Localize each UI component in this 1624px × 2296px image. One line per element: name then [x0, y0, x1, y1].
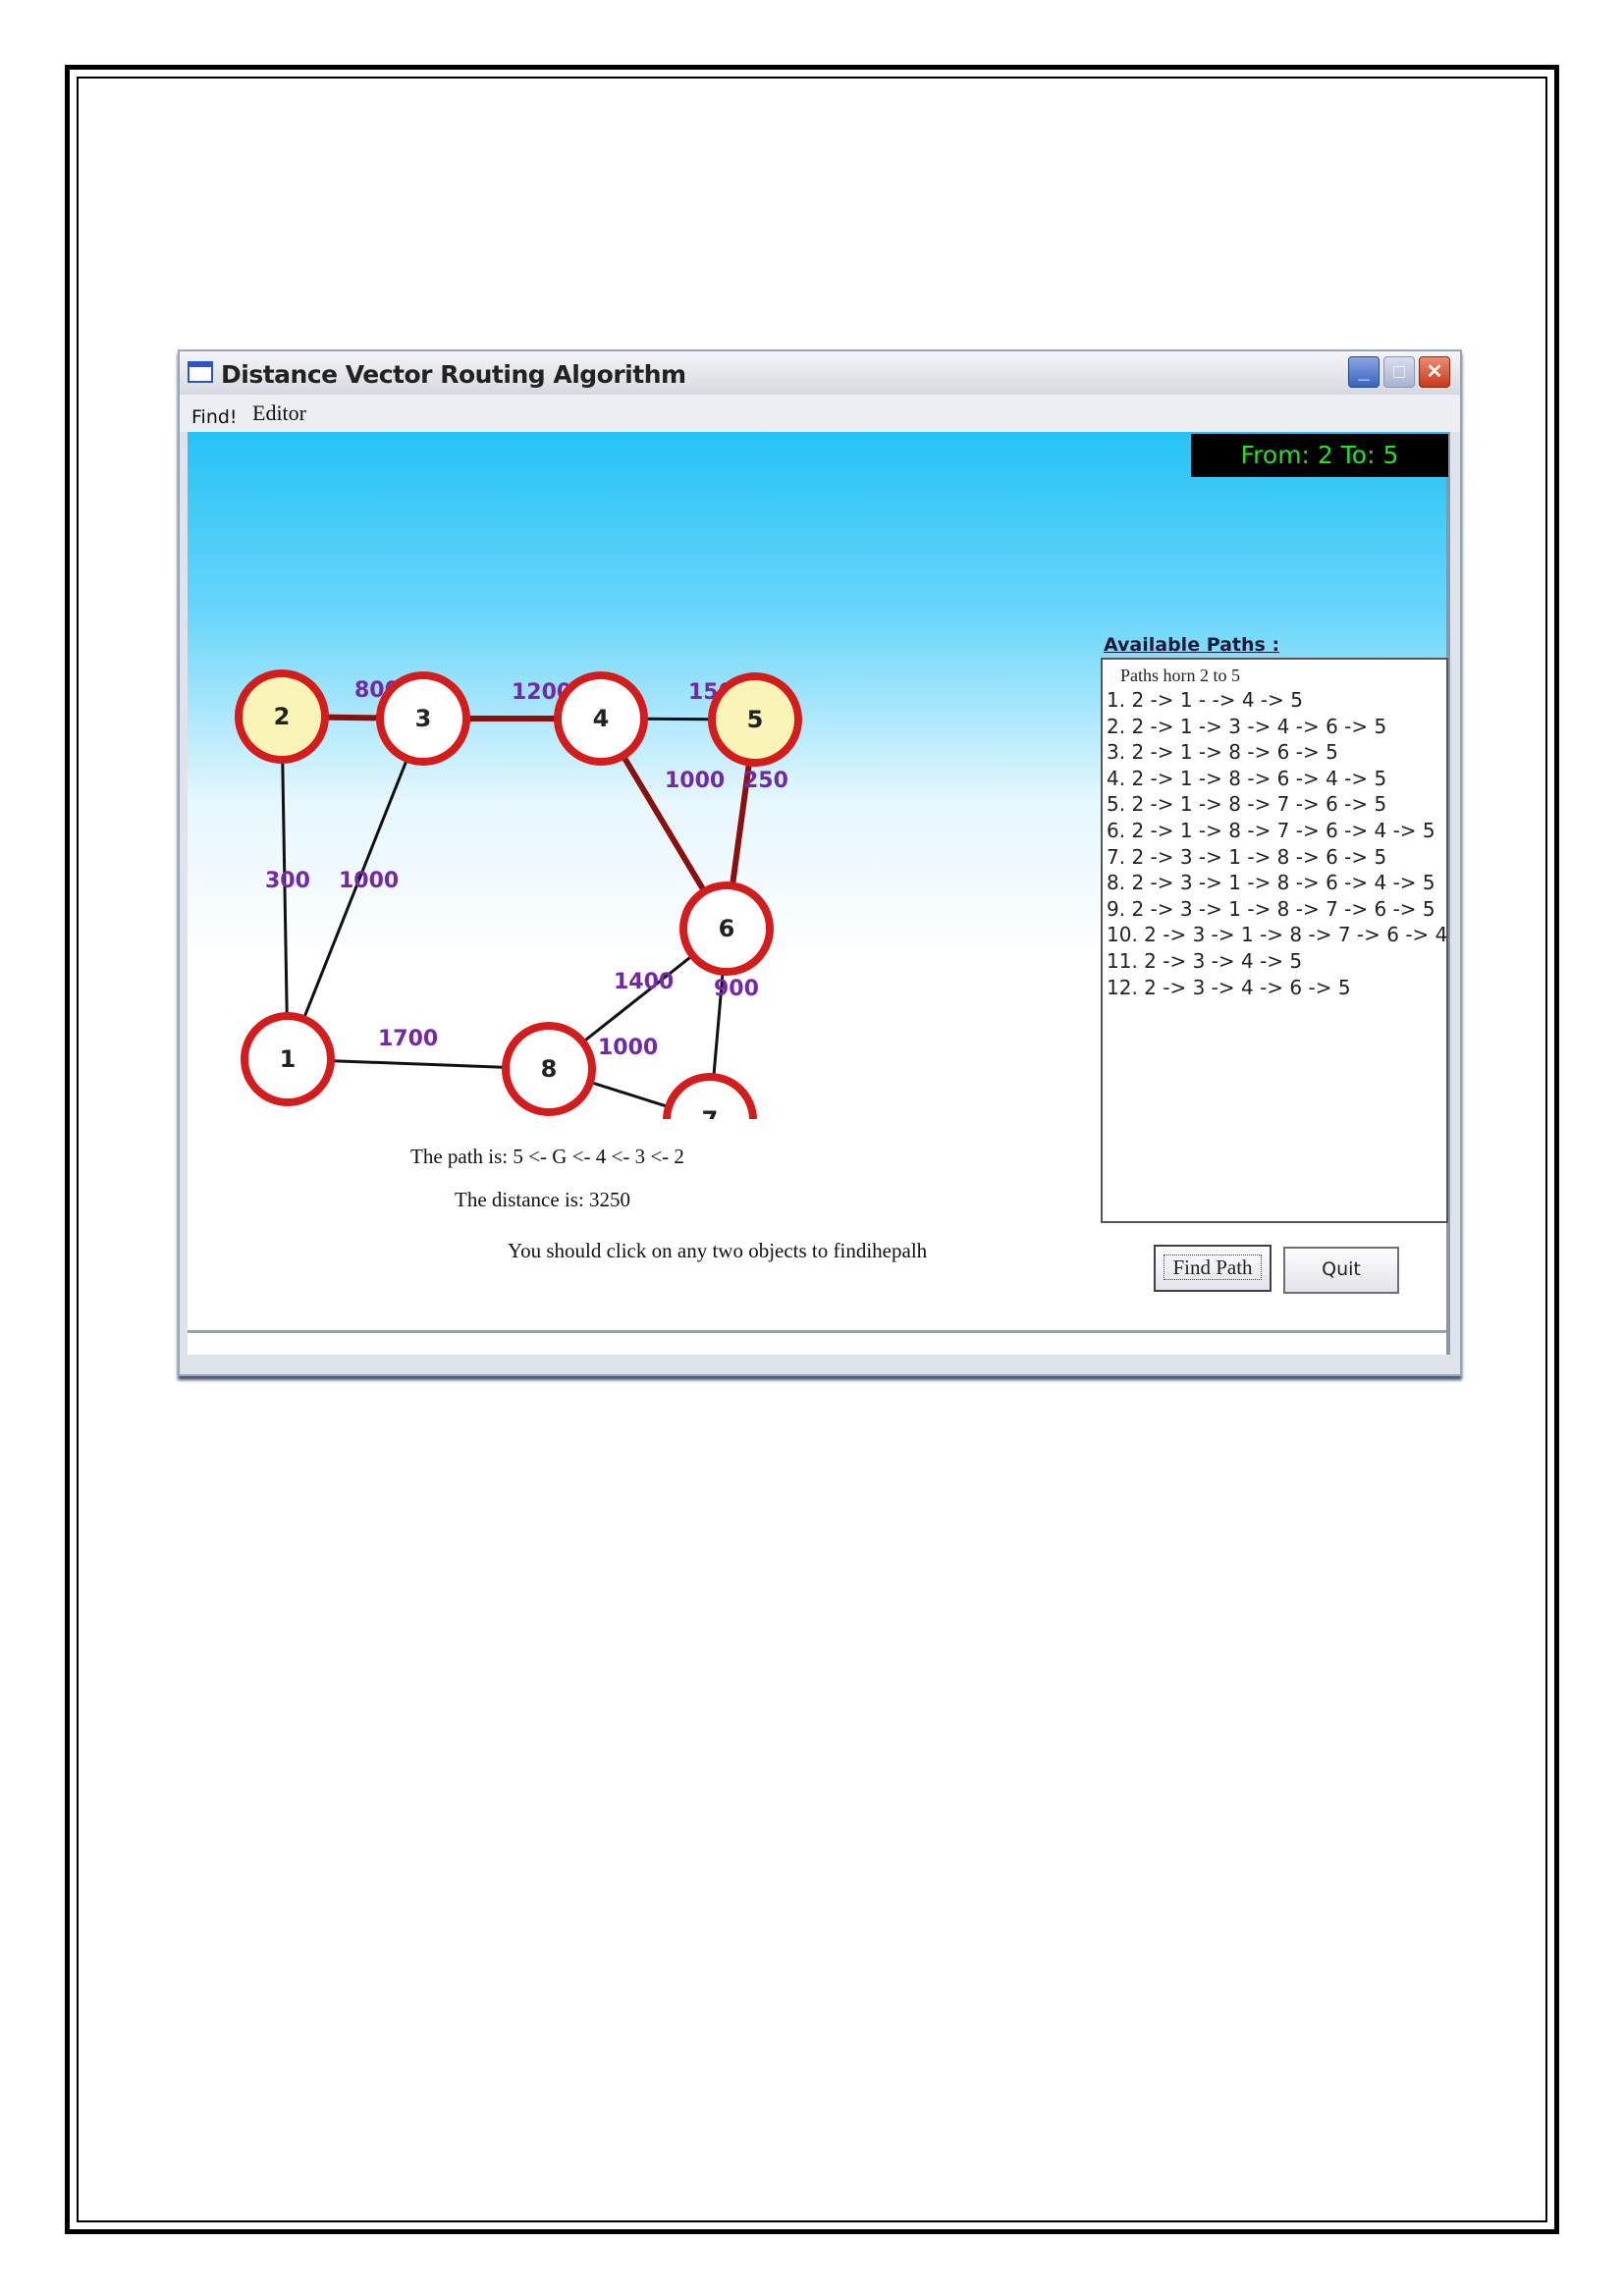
path-list-item[interactable]: 7. 2 -> 3 -> 1 -> 8 -> 6 -> 5 [1107, 844, 1387, 869]
window-title: Distance Vector Routing Algorithm [221, 360, 686, 389]
path-list-item[interactable]: 11. 2 -> 3 -> 4 -> 5 [1107, 948, 1303, 973]
graph-node-8[interactable]: 8 [502, 1022, 596, 1116]
graph-canvas[interactable]: From: 2 To: 5 80012001500100025030010001… [188, 432, 1450, 1355]
node-label: 6 [719, 915, 735, 942]
node-circle[interactable] [679, 881, 774, 976]
maximize-button[interactable]: □ [1383, 356, 1415, 388]
graph-node-4[interactable]: 4 [554, 671, 648, 766]
page-border-inner [77, 77, 1547, 2222]
path-list-item[interactable]: 6. 2 -> 1 -> 8 -> 7 -> 6 -> 4 -> 5 [1107, 818, 1435, 842]
path-list-item[interactable]: 10. 2 -> 3 -> 1 -> 8 -> 7 -> 6 -> 4 -> 5 [1107, 923, 1448, 947]
edge-3-1 [286, 718, 425, 1060]
node-label: 2 [274, 703, 291, 730]
minimize-button[interactable]: _ [1348, 356, 1380, 388]
available-paths-title: Available Paths : [1104, 634, 1280, 656]
edge-weight-label: 1000 [339, 869, 399, 893]
graph-node-7[interactable]: 7 [663, 1073, 757, 1119]
menu-find[interactable]: Find! [191, 406, 238, 428]
distance-result-text: The distance is: 3250 [455, 1188, 631, 1211]
node-circle[interactable] [554, 671, 648, 766]
instruction-text: You should click on any two objects to f… [508, 1239, 928, 1262]
find-path-label: Find Path [1164, 1255, 1262, 1280]
path-list-item[interactable]: 5. 2 -> 1 -> 8 -> 7 -> 6 -> 5 [1107, 792, 1387, 817]
node-label: 1 [280, 1045, 297, 1073]
node-label: 3 [415, 705, 432, 732]
path-list-item[interactable]: 9. 2 -> 3 -> 1 -> 8 -> 7 -> 6 -> 5 [1107, 896, 1435, 921]
path-result-text: The path is: 5 <- G <- 4 <- 3 <- 2 [410, 1145, 684, 1168]
edge-weight-label: 300 [265, 869, 310, 893]
node-label: 8 [541, 1055, 558, 1083]
node-circle[interactable] [376, 671, 470, 766]
quit-button[interactable]: Quit [1283, 1247, 1399, 1294]
node-label: 4 [593, 705, 610, 732]
menu-bar: Find! Editor [180, 395, 1460, 432]
graph-node-2[interactable]: 2 [235, 669, 329, 764]
edge-weight-label: 1700 [378, 1027, 438, 1051]
node-label: 7 [702, 1106, 719, 1119]
from-to-status: From: 2 To: 5 [1191, 434, 1448, 477]
node-circle[interactable] [502, 1022, 596, 1116]
graph-node-5[interactable]: 5 [708, 672, 802, 767]
edge-weight-label: 250 [743, 769, 788, 793]
app-window: Distance Vector Routing Algorithm _ □ ✕ … [178, 349, 1462, 1376]
edge-weight-label: 1400 [614, 970, 674, 994]
path-list-item[interactable]: 2. 2 -> 1 -> 3 -> 4 -> 6 -> 5 [1107, 714, 1387, 738]
path-list-item[interactable]: 3. 2 -> 1 -> 8 -> 6 -> 5 [1107, 740, 1338, 765]
edge-weight-label: 1000 [598, 1036, 658, 1060]
node-circle[interactable] [708, 672, 802, 767]
node-circle[interactable] [663, 1073, 757, 1119]
menu-editor[interactable]: Editor [252, 400, 306, 425]
path-list-item[interactable]: 1. 2 -> 1 - -> 4 -> 5 [1107, 688, 1303, 712]
node-circle[interactable] [241, 1012, 335, 1106]
edge-weight-label: 1000 [665, 769, 725, 793]
paths-list-header: Paths horn 2 to 5 [1120, 666, 1241, 685]
edge-2-1 [280, 716, 290, 1060]
path-list-item[interactable]: 12. 2 -> 3 -> 4 -> 6 -> 5 [1107, 975, 1351, 999]
graph-node-6[interactable]: 6 [679, 881, 774, 976]
edge-weight-label: 900 [714, 977, 759, 1001]
find-path-button[interactable]: Find Path [1154, 1245, 1272, 1292]
path-list-item[interactable]: 8. 2 -> 3 -> 1 -> 8 -> 6 -> 4 -> 5 [1107, 871, 1435, 895]
window-icon [188, 361, 213, 383]
network-graph[interactable]: 8001200150010002503001000140090017001000… [188, 432, 1091, 1119]
node-circle[interactable] [235, 669, 329, 764]
graph-node-3[interactable]: 3 [376, 671, 470, 766]
node-label: 5 [747, 706, 764, 733]
close-button[interactable]: ✕ [1419, 356, 1450, 388]
title-bar[interactable]: Distance Vector Routing Algorithm _ □ ✕ [180, 351, 1460, 395]
canvas-bottom-strip [188, 1330, 1446, 1355]
page-border-outer [65, 65, 1559, 2234]
graph-node-1[interactable]: 1 [241, 1012, 335, 1106]
path-list-item[interactable]: 4. 2 -> 1 -> 8 -> 6 -> 4 -> 5 [1107, 766, 1387, 790]
